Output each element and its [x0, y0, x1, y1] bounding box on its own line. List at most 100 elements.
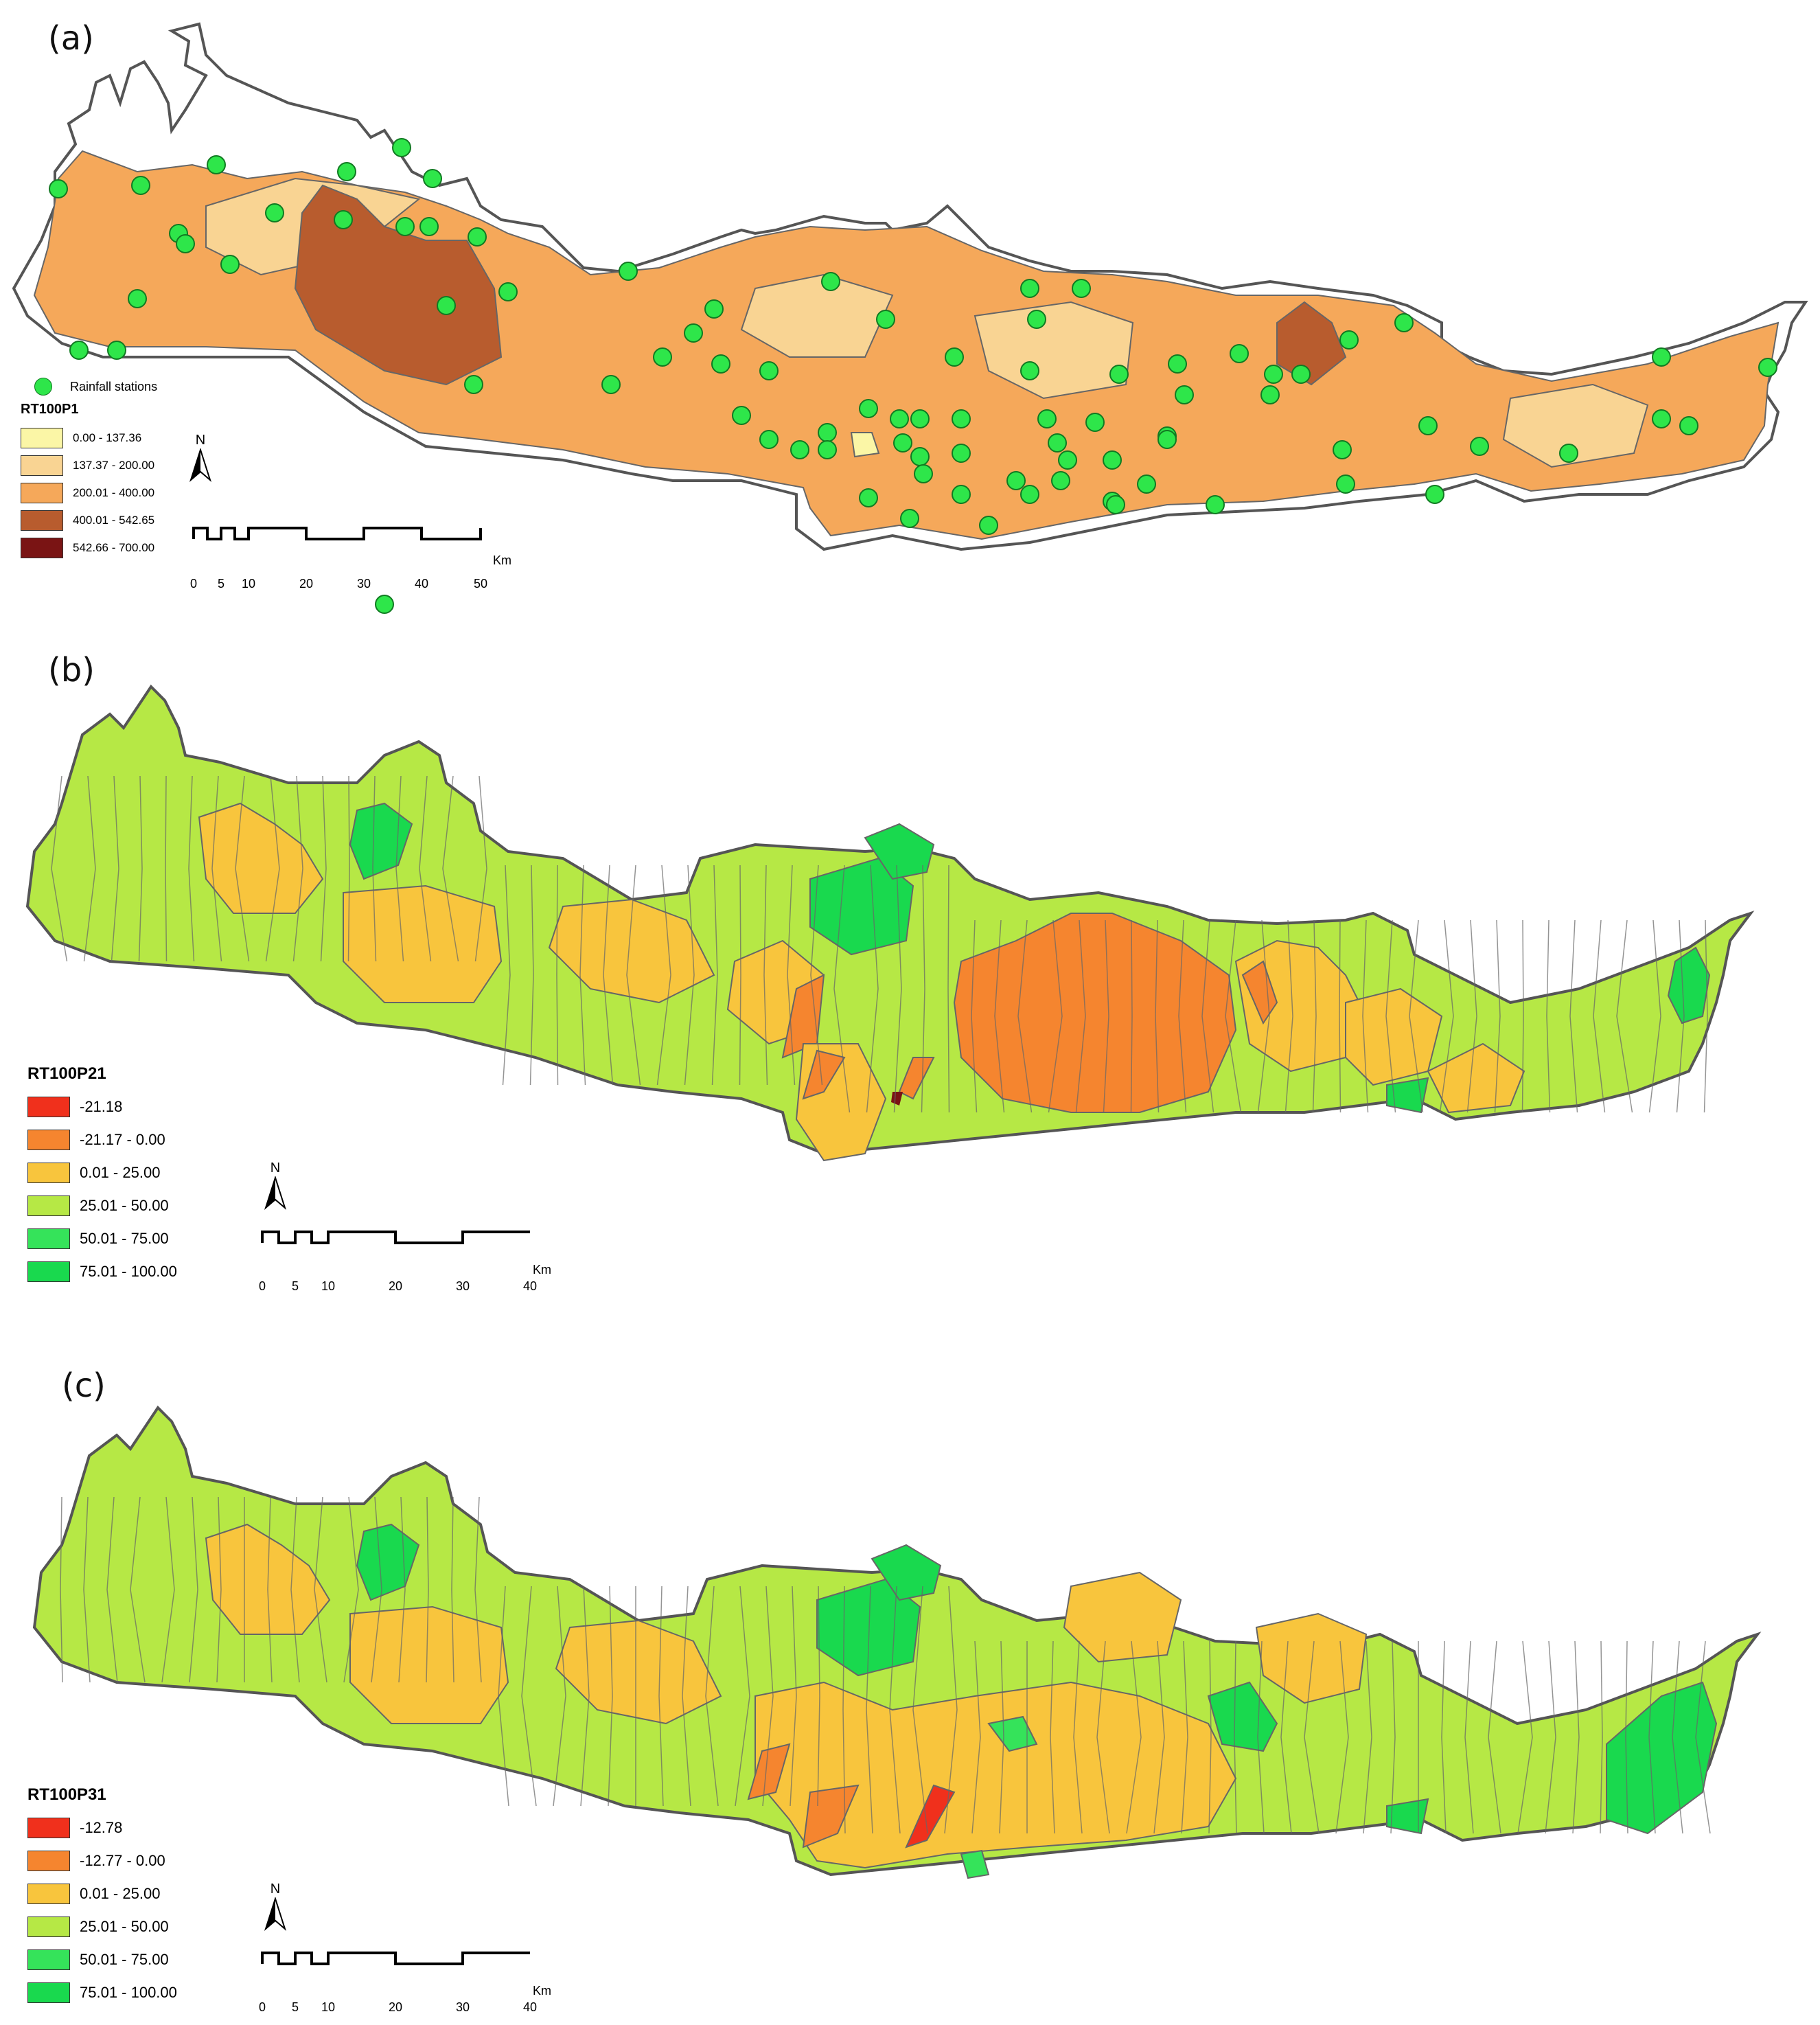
subbasin-boundary: [682, 1586, 691, 1807]
subbasin-boundary: [1409, 919, 1424, 1113]
rainfall-station-marker: [375, 595, 394, 614]
legend-label: 400.01 - 542.65: [73, 514, 155, 527]
legend-item: -21.18: [27, 1090, 177, 1123]
subbasin-boundary: [1545, 1640, 1556, 1834]
scale-tick: 0: [258, 1279, 266, 1293]
rainfall-station-marker: [900, 509, 919, 528]
subbasin-boundary: [1280, 1640, 1292, 1834]
legend-swatch: [27, 1130, 70, 1150]
subbasin-boundary: [603, 865, 614, 1086]
subbasin-boundary: [817, 1586, 820, 1807]
legend-swatch: [27, 1982, 70, 2003]
scale-tick: 40: [522, 2000, 538, 2014]
subbasin-boundary: [1616, 919, 1633, 1113]
legend-swatch: [21, 483, 63, 503]
legend-label: 0.01 - 25.00: [80, 1885, 161, 1902]
rainfall-station-marker: [107, 341, 126, 360]
subbasin-boundary: [999, 1640, 1004, 1834]
north-arrow: N: [264, 1160, 287, 1214]
rainfall-station-marker: [711, 354, 730, 374]
scale-bar-c: 0 5 10 20 30 40 Km: [259, 1943, 551, 2014]
legend-item: 50.01 - 75.00: [27, 1943, 177, 1976]
legend-label: 50.01 - 75.00: [80, 1230, 169, 1247]
subbasin-boundary: [1178, 919, 1187, 1113]
rainfall-station-marker: [601, 375, 621, 394]
legend-swatch: [21, 455, 63, 476]
scale-tick: 5: [291, 1279, 299, 1293]
rainfall-station-marker: [876, 310, 895, 329]
subbasin-boundary: [1521, 919, 1524, 1113]
rainfall-station-marker: [128, 289, 147, 308]
rainfall-station-marker: [1394, 313, 1414, 332]
subbasin-boundary: [833, 865, 851, 1113]
subbasin-boundary: [83, 775, 96, 962]
rainfall-station-marker: [1020, 361, 1039, 380]
island-outer-outline: [12, 22, 1808, 551]
legend-swatch: [27, 1097, 70, 1117]
rainfall-station-marker: [1559, 444, 1578, 463]
scale-unit: Km: [533, 1984, 551, 1998]
rainfall-station-marker: [1072, 279, 1091, 298]
rainfall-station-marker: [859, 488, 878, 507]
subbasin-boundary: [1593, 919, 1606, 1113]
rainfall-station-marker: [790, 440, 809, 459]
subbasin-boundary: [1625, 1640, 1628, 1834]
scale-tick: 10: [321, 2000, 336, 2014]
subbasin-boundary: [1257, 919, 1270, 1113]
rainfall-station-marker: [395, 217, 415, 236]
subbasin-boundary: [1441, 1640, 1447, 1834]
subbasin-boundary: [395, 775, 404, 962]
legend-c: RT100P31 -12.78 -12.77 - 0.00 0.01 - 25.00…: [27, 1785, 177, 2009]
subbasin-boundary: [1181, 1640, 1188, 1834]
subbasin-boundary: [626, 865, 641, 1086]
rainfall-stations: [49, 138, 1777, 614]
north-arrow: N: [189, 433, 212, 486]
rainfall-station-marker: [1085, 413, 1105, 432]
subbasin-boundary: [1201, 919, 1214, 1113]
scale-tick: 20: [388, 1279, 403, 1293]
legend-label: -21.18: [80, 1098, 123, 1115]
legend-swatch: [21, 538, 63, 558]
subbasin-boundary: [1103, 919, 1109, 1113]
rainfall-station-marker: [1418, 416, 1438, 435]
legend-label: 75.01 - 100.00: [80, 1984, 177, 2001]
subbasin-boundary: [451, 1496, 454, 1683]
rainfall-station-marker: [893, 433, 912, 453]
legend-swatch: [27, 1851, 70, 1871]
subbasin-boundary: [705, 1586, 719, 1807]
subbasin-boundary: [1363, 1640, 1372, 1834]
subbasin-boundary: [1155, 919, 1160, 1113]
subbasin-boundary: [1312, 919, 1317, 1113]
subbasin-boundary: [1257, 1640, 1265, 1834]
subbasin-boundary: [1390, 1640, 1396, 1834]
rainfall-station-marker: [176, 234, 195, 253]
subbasin-boundary: [292, 775, 303, 962]
subbasin-boundary: [1130, 919, 1133, 1113]
subbasin-boundary: [1703, 919, 1708, 1113]
subbasin-boundary: [684, 865, 695, 1086]
subbasin-boundary: [866, 1586, 873, 1834]
legend-label: -12.77 - 0.00: [80, 1852, 165, 1869]
subbasin-boundary: [944, 1586, 958, 1834]
scale-bar-a: 0 5 10 20 30 40 50 Km: [190, 518, 511, 591]
subbasin-boundary: [235, 775, 250, 962]
legend-label: 200.01 - 400.00: [73, 486, 155, 499]
subbasin-boundary: [1153, 1640, 1165, 1834]
subbasin-boundary: [579, 865, 586, 1086]
scale-tick: 40: [414, 577, 429, 591]
scale-tick: 30: [455, 1279, 470, 1293]
rainfall-station-marker: [818, 423, 837, 442]
rainfall-station-marker: [1048, 433, 1067, 453]
rainfall-station-marker: [910, 447, 930, 466]
subbasin-boundary: [138, 775, 143, 962]
scale-tick: 10: [321, 1279, 336, 1293]
subbasin-boundary: [608, 1586, 613, 1807]
scale-tick: 10: [241, 577, 256, 591]
subbasin-boundary: [790, 1586, 797, 1807]
subbasin-boundary: [912, 1586, 928, 1834]
rainfall-station-marker: [914, 464, 933, 483]
subbasin-boundary: [1648, 1640, 1656, 1834]
rainfall-station-marker: [945, 347, 964, 367]
rainfall-station-marker: [1137, 474, 1156, 494]
legend-item: 0.00 - 137.36: [21, 424, 154, 452]
